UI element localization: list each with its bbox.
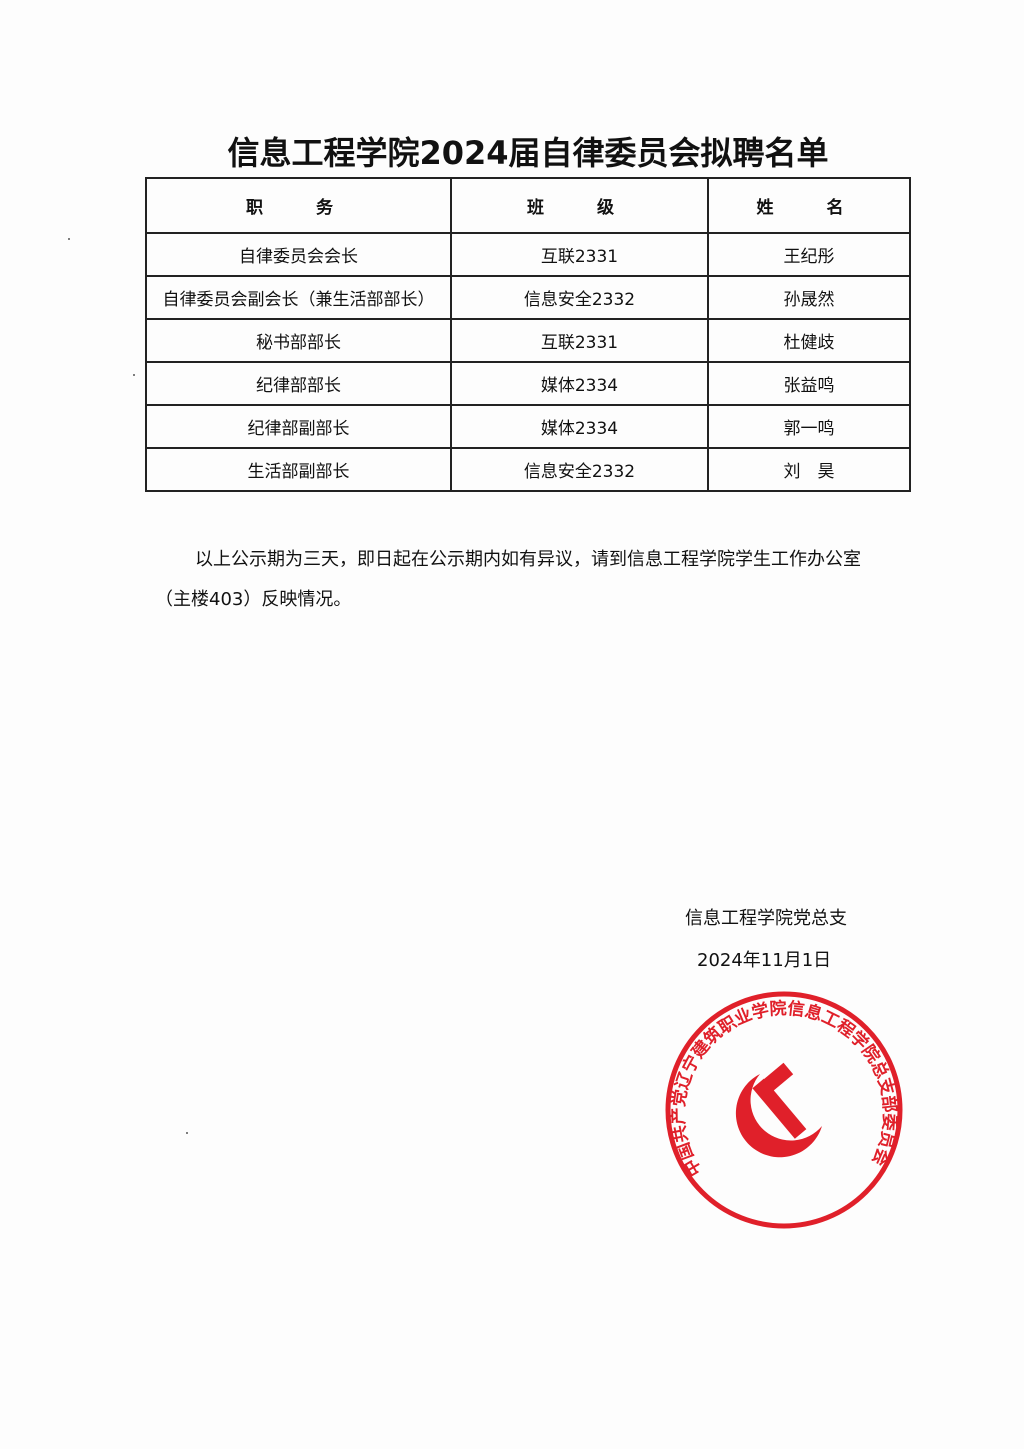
header-name: 姓 名: [707, 177, 911, 234]
cell-class: 信息安全2332: [450, 275, 709, 320]
cell-position: 自律委员会会长: [145, 232, 452, 277]
header-class: 班 级: [450, 177, 709, 234]
cell-name: 杜健歧: [707, 318, 911, 363]
signature-org: 信息工程学院党总支: [685, 908, 847, 929]
cell-position: 生活部副部长: [145, 447, 452, 492]
scan-speck: [133, 374, 135, 376]
cell-class: 媒体2334: [450, 404, 709, 449]
cell-class: 互联2331: [450, 318, 709, 363]
scan-speck: [68, 238, 70, 240]
official-stamp: 中国共产党辽宁建筑职业学院信息工程学院总支部委员会: [665, 991, 903, 1229]
notice-paragraph: 以上公示期为三天，即日起在公示期内如有异议，请到信息工程学院学生工作办公室（主楼…: [155, 549, 861, 610]
cell-name: 郭一鸣: [707, 404, 911, 449]
signature-date: 2024年11月1日: [697, 950, 832, 971]
scan-speck: [186, 1132, 188, 1134]
stamp-ring: [665, 991, 903, 1229]
cell-class: 信息安全2332: [450, 447, 709, 492]
cell-name: 张益鸣: [707, 361, 911, 406]
table-row: 纪律部副部长 媒体2334 郭一鸣: [145, 404, 911, 449]
cell-name: 孙晟然: [707, 275, 911, 320]
hammer-sickle-icon: [735, 1062, 822, 1158]
cell-position: 纪律部部长: [145, 361, 452, 406]
table-row: 生活部副部长 信息安全2332 刘 昊: [145, 447, 911, 492]
cell-class: 媒体2334: [450, 361, 709, 406]
cell-position: 自律委员会副会长（兼生活部部长）: [145, 275, 452, 320]
table-row: 自律委员会副会长（兼生活部部长） 信息安全2332 孙晟然: [145, 275, 911, 320]
header-position: 职 务: [145, 177, 452, 234]
cell-position: 秘书部部长: [145, 318, 452, 363]
table-row: 纪律部部长 媒体2334 张益鸣: [145, 361, 911, 406]
table-row: 秘书部部长 互联2331 杜健歧: [145, 318, 911, 363]
cell-name: 王纪彤: [707, 232, 911, 277]
cell-name: 刘 昊: [707, 447, 911, 492]
page-title: 信息工程学院2024届自律委员会拟聘名单: [227, 134, 829, 172]
table-header-row: 职 务 班 级 姓 名: [145, 177, 911, 234]
appointment-table: 职 务 班 级 姓 名 自律委员会会长 互联2331 王纪彤 自律委员会副会长（兼生…: [145, 177, 911, 492]
cell-position: 纪律部副部长: [145, 404, 452, 449]
cell-class: 互联2331: [450, 232, 709, 277]
table-row: 自律委员会会长 互联2331 王纪彤: [145, 232, 911, 277]
